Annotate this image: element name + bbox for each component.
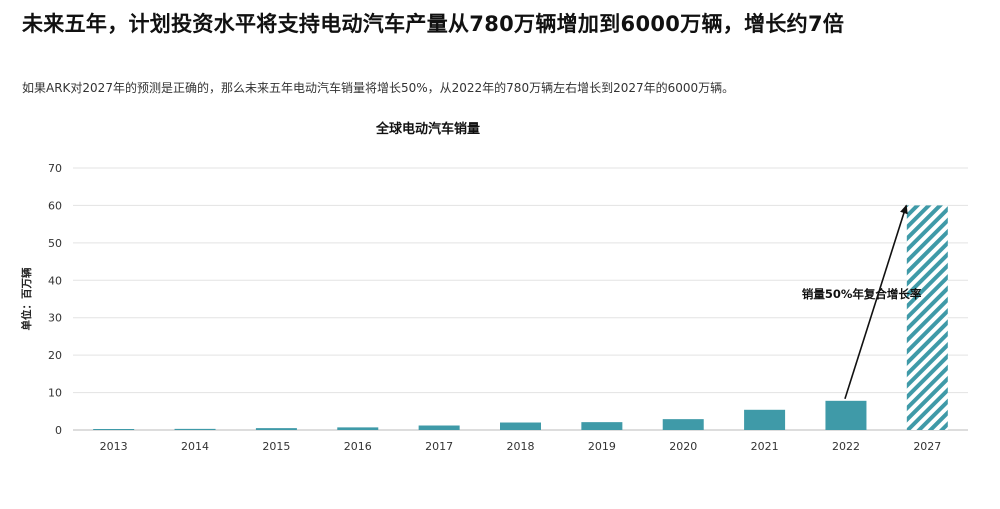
y-tick-label: 0 (55, 424, 62, 437)
y-tick-label: 50 (48, 237, 62, 250)
bar-2022 (825, 400, 867, 430)
x-tick-label: 2014 (181, 440, 209, 453)
chart-title: 全球电动汽车销量 (375, 121, 480, 137)
bar-2020 (662, 419, 704, 430)
y-tick-label: 40 (48, 274, 62, 287)
subtitle: 如果ARK对2027年的预测是正确的，那么未来五年电动汽车销量将增长50%，从2… (22, 81, 735, 95)
y-tick-label: 10 (48, 387, 62, 400)
y-tick-label: 60 (48, 199, 62, 212)
x-tick-label: 2018 (507, 440, 535, 453)
cagr-arrow (844, 204, 908, 400)
bar-forecast-2027 (906, 205, 948, 430)
bar-2019 (581, 422, 623, 430)
bar-2014 (174, 428, 216, 430)
y-axis-label: 单位：百万辆 (20, 267, 33, 330)
y-tick-label: 30 (48, 312, 62, 325)
bar-2016 (337, 427, 379, 430)
x-tick-label: 2027 (913, 440, 941, 453)
bar-2015 (255, 428, 297, 430)
x-tick-label: 2020 (669, 440, 697, 453)
y-tick-label: 70 (48, 162, 62, 175)
x-tick-label: 2015 (262, 440, 290, 453)
bar-2021 (744, 409, 786, 430)
bar-2017 (418, 425, 460, 430)
x-tick-label: 2016 (344, 440, 372, 453)
x-tick-label: 2017 (425, 440, 453, 453)
cagr-annotation: 销量50%年复合增长率 (802, 287, 922, 301)
x-tick-label: 2013 (100, 440, 128, 453)
x-tick-label: 2019 (588, 440, 616, 453)
bar-2013 (93, 429, 135, 430)
bar-2018 (500, 422, 541, 430)
x-tick-label: 2021 (751, 440, 779, 453)
headline: 未来五年，计划投资水平将支持电动汽车产量从780万辆增加到6000万辆，增长约7… (22, 12, 845, 36)
x-tick-label: 2022 (832, 440, 860, 453)
y-tick-label: 20 (48, 349, 62, 362)
